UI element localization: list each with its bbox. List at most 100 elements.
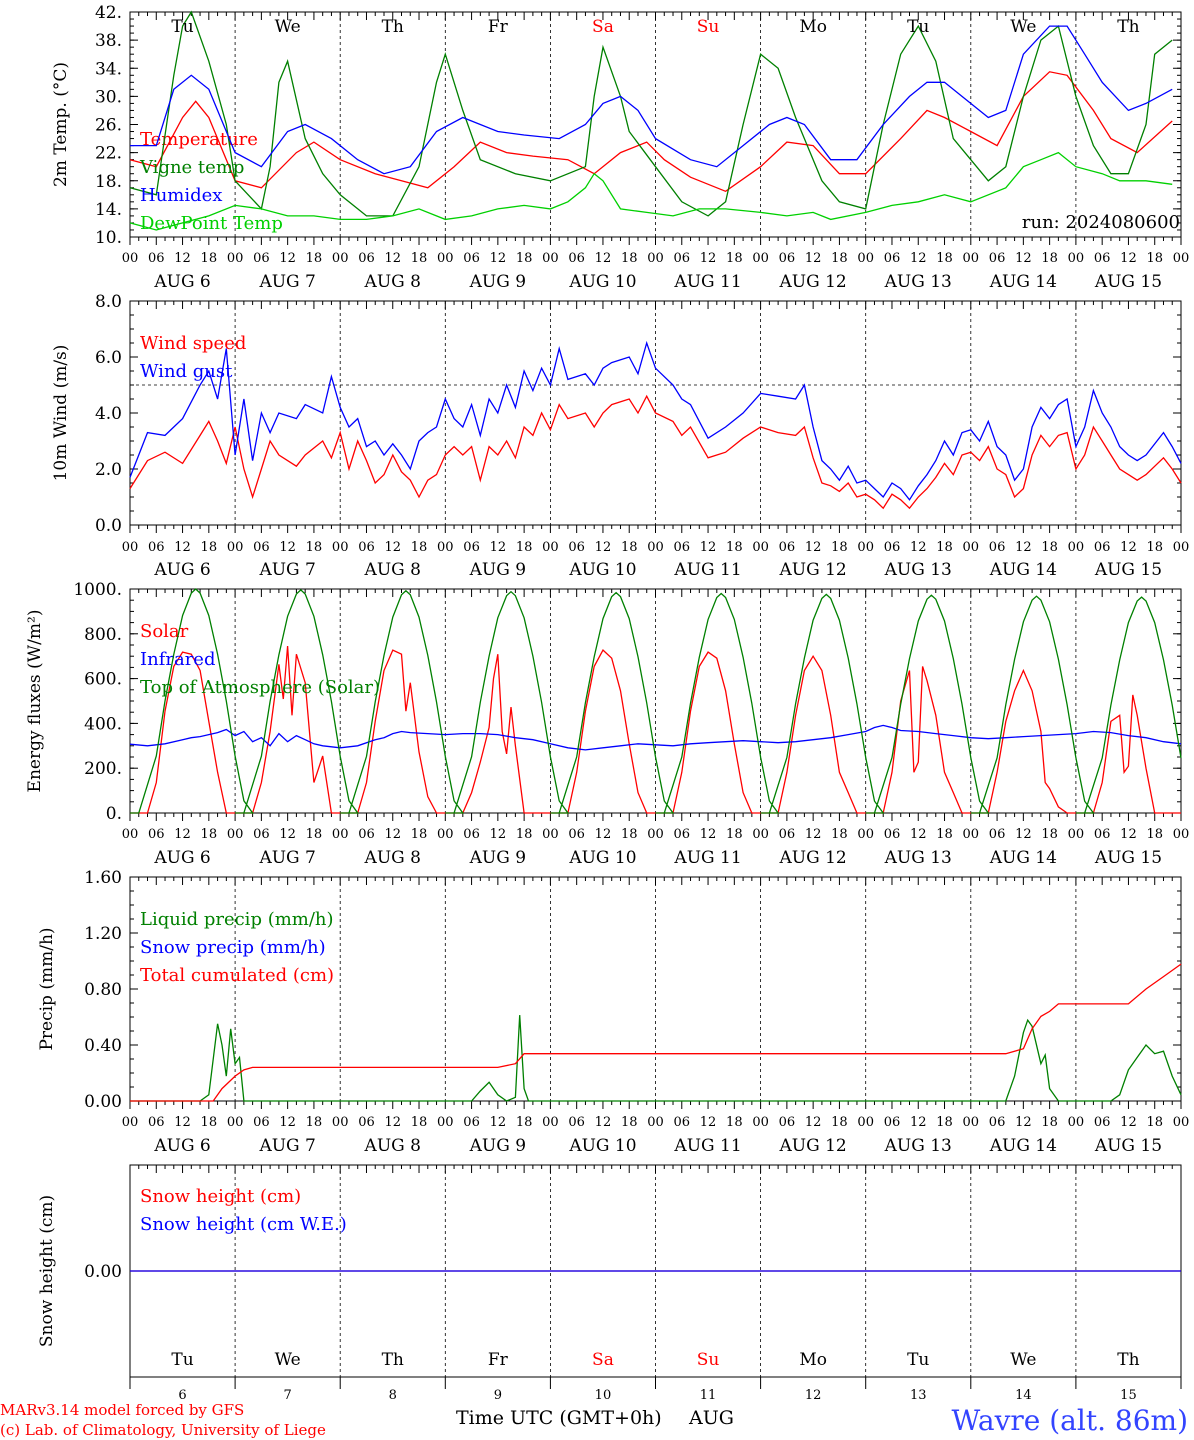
hour-tick-label: 06	[779, 827, 796, 842]
hour-tick-label: 00	[122, 540, 139, 555]
hour-tick-label: 12	[279, 540, 296, 555]
hour-tick-label: 00	[1173, 1115, 1190, 1130]
hour-tick-label: 18	[1041, 540, 1058, 555]
hour-tick-label: 18	[1041, 1115, 1058, 1130]
date-label: AUG 11	[673, 560, 741, 580]
weekday-label: Th	[1117, 1350, 1139, 1370]
hour-tick-label: 12	[174, 1115, 191, 1130]
y-tick-label: 0.0	[95, 516, 122, 536]
date-label: AUG 7	[258, 272, 315, 292]
hour-tick-label: 12	[595, 827, 612, 842]
y-tick-label: 34.	[95, 59, 122, 79]
hour-tick-label: 12	[490, 1115, 507, 1130]
y-tick-label: 10.	[95, 228, 122, 248]
legend-entry: DewPoint Temp	[140, 213, 283, 234]
hour-tick-label: 06	[463, 1115, 480, 1130]
hour-tick-label: 00	[437, 251, 454, 266]
date-label: AUG 9	[469, 1136, 526, 1156]
date-label: AUG 12	[779, 272, 847, 292]
hour-tick-label: 00	[963, 1115, 980, 1130]
y-tick-label: 0.	[106, 804, 122, 824]
hour-tick-label: 00	[122, 1115, 139, 1130]
hour-tick-label: 18	[306, 540, 323, 555]
hour-tick-label: 18	[411, 827, 428, 842]
date-label: AUG 14	[989, 1136, 1057, 1156]
hour-tick-label: 06	[253, 540, 270, 555]
date-label: AUG 9	[469, 560, 526, 580]
panel-5: 0.00 Snow height (cm) Snow height (cm) Snow…	[37, 1164, 1182, 1403]
y-tick-label: 0.80	[84, 980, 122, 1000]
series-dewpoint-temp	[129, 151, 1173, 231]
hour-tick-label: 18	[516, 1115, 533, 1130]
hour-tick-label: 00	[647, 540, 664, 555]
hour-tick-label: 18	[831, 827, 848, 842]
day-number: 10	[595, 1388, 612, 1403]
date-label: AUG 7	[258, 1136, 315, 1156]
weekday-label: We	[275, 1350, 301, 1370]
weekday-label: We	[275, 17, 301, 37]
weekday-label: We	[1010, 17, 1036, 37]
date-label: AUG 9	[469, 848, 526, 868]
hour-tick-label: 12	[490, 540, 507, 555]
hour-tick-label: 18	[411, 251, 428, 266]
date-label: AUG 8	[364, 272, 421, 292]
hour-tick-label: 06	[568, 251, 585, 266]
hour-tick-label: 06	[1094, 540, 1111, 555]
date-label: AUG 11	[673, 272, 741, 292]
y-axis-title: Energy fluxes (W/m²)	[25, 610, 45, 793]
date-label: AUG 13	[884, 848, 952, 868]
hour-tick-label: 18	[726, 827, 743, 842]
y-tick-label: 22.	[95, 144, 122, 164]
hour-tick-label: 18	[831, 251, 848, 266]
hour-tick-label: 12	[700, 540, 717, 555]
hour-tick-label: 06	[1094, 1115, 1111, 1130]
hour-tick-label: 12	[490, 827, 507, 842]
hour-tick-label: 12	[174, 827, 191, 842]
y-tick-label: 400.	[84, 714, 122, 734]
hour-tick-label: 06	[568, 827, 585, 842]
hour-tick-label: 18	[726, 1115, 743, 1130]
day-number: 11	[700, 1388, 717, 1403]
hour-tick-label: 00	[332, 1115, 349, 1130]
hour-tick-label: 12	[1015, 1115, 1032, 1130]
legend-entry: Infrared	[140, 649, 215, 670]
hour-tick-label: 18	[1146, 251, 1163, 266]
date-label: AUG 12	[779, 560, 847, 580]
hour-tick-label: 12	[279, 827, 296, 842]
hour-tick-label: 06	[989, 540, 1006, 555]
hour-tick-label: 12	[700, 827, 717, 842]
hour-tick-label: 12	[910, 1115, 927, 1130]
hour-tick-label: 12	[910, 540, 927, 555]
date-label: AUG 13	[884, 1136, 952, 1156]
hour-tick-label: 00	[1173, 540, 1190, 555]
hour-tick-label: 00	[542, 540, 559, 555]
hour-tick-label: 06	[463, 827, 480, 842]
hour-tick-label: 06	[148, 827, 165, 842]
y-tick-label: 18.	[95, 172, 122, 192]
date-label: AUG 8	[364, 1136, 421, 1156]
hour-tick-label: 00	[542, 1115, 559, 1130]
weekday-label: Tu	[907, 17, 929, 37]
date-label: AUG 8	[364, 560, 421, 580]
date-label: AUG 10	[568, 848, 636, 868]
hour-tick-label: 06	[568, 540, 585, 555]
hour-tick-label: 18	[201, 540, 218, 555]
hour-tick-label: 12	[1120, 827, 1137, 842]
hour-tick-label: 06	[253, 251, 270, 266]
date-label: AUG 12	[779, 1136, 847, 1156]
hour-tick-label: 00	[647, 251, 664, 266]
hour-tick-label: 12	[1015, 827, 1032, 842]
date-label: AUG 9	[469, 272, 526, 292]
hour-tick-label: 00	[963, 251, 980, 266]
series-humidex	[130, 25, 1173, 175]
hour-tick-label: 18	[516, 540, 533, 555]
hour-tick-label: 18	[621, 251, 638, 266]
run-label: run: 2024080600	[1022, 212, 1180, 233]
hour-tick-label: 18	[1041, 827, 1058, 842]
hour-tick-label: 18	[726, 251, 743, 266]
panel-1: 10. 14. 18. 22. 26. 30. 34. 38. 42. 2m Temp. (°C)…	[51, 3, 1189, 292]
date-label: AUG 10	[568, 272, 636, 292]
weekday-label: Su	[697, 17, 720, 37]
date-label: AUG 15	[1094, 1136, 1162, 1156]
